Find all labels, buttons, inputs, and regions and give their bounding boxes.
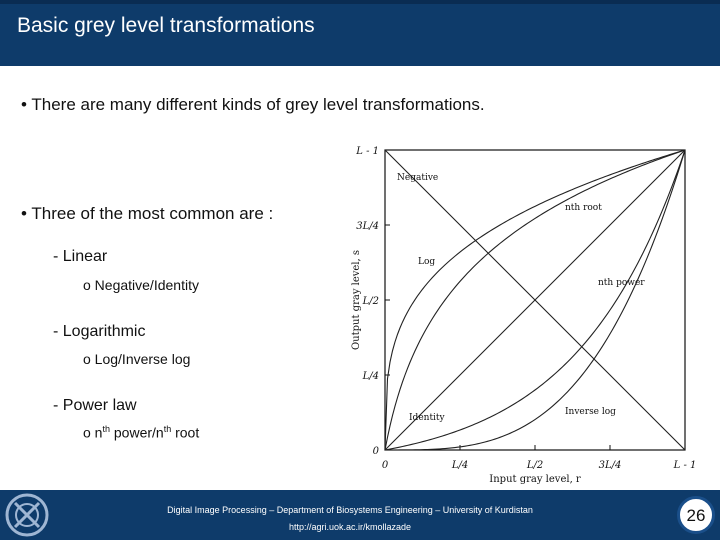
bullet-transformations: • There are many different kinds of grey… (21, 95, 485, 114)
transformation-chart: 0 L/4 L/2 3L/4 L - 1 0 L/4 L/2 3L/4 L - 1 Input gr… (351, 146, 697, 485)
curve-nth-root (384, 149, 686, 451)
curve-label-nth-power: nth power (598, 278, 645, 288)
title-stripe (0, 0, 720, 4)
university-logo-icon (5, 493, 49, 537)
y-tick-label: L/2 (362, 296, 379, 307)
footer: Digital Image Processing – Department of… (0, 490, 720, 540)
footer-url: http://agri.uok.ac.ir/kmollazade (288, 522, 412, 532)
list-item-linear: - Linear (53, 248, 108, 265)
curve-label-identity: Identity (409, 413, 446, 423)
list-item-logarithmic: - Logarithmic (53, 323, 146, 340)
sub-item-negative-identity: o Negative/Identity (83, 277, 199, 293)
x-tick-label: 3L/4 (599, 460, 622, 471)
y-tick-label: 0 (373, 446, 380, 457)
sub-sup1: th (102, 424, 110, 434)
page-number-badge: 26 (677, 496, 715, 534)
x-tick-label: 0 (382, 460, 389, 471)
x-tick-label: L/2 (526, 460, 543, 471)
curve-log (384, 149, 686, 451)
y-tick-label: L/4 (362, 371, 379, 382)
footer-course-info: Digital Image Processing – Department of… (167, 505, 533, 515)
sub-item-power-root: o nth power/nth root (83, 424, 199, 441)
y-tick-label: 3L/4 (356, 221, 379, 232)
curve-label-log: Log (418, 257, 435, 267)
curve-nth-power (385, 149, 686, 451)
title-bar: Basic grey level transformations (0, 0, 720, 66)
curve-inverse-log (384, 149, 686, 451)
sub-item-log-inverse: o Log/Inverse log (83, 351, 191, 367)
curve-label-inverse-log: Inverse log (565, 407, 616, 417)
sub-bullet: o (83, 424, 91, 441)
sub-post: root (171, 424, 200, 441)
sub-pre: n (90, 424, 103, 441)
slide-title: Basic grey level transformations (17, 14, 315, 37)
x-axis-title: Input gray level, r (489, 474, 581, 485)
sub-sup2: th (163, 424, 172, 434)
x-tick-label: L/4 (451, 460, 468, 471)
y-tick-label: L - 1 (355, 146, 379, 157)
curve-identity (384, 149, 686, 451)
sub-mid: power/n (110, 424, 164, 441)
list-item-power-law: - Power law (53, 397, 137, 414)
y-axis-title: Output gray level, s (351, 250, 362, 350)
curve-label-negative: Negative (397, 173, 438, 183)
bullet-most-common: • Three of the most common are : (21, 204, 274, 223)
x-tick-label: L - 1 (673, 460, 697, 471)
curve-label-nth-root: nth root (565, 203, 602, 213)
page-number: 26 (686, 506, 706, 525)
